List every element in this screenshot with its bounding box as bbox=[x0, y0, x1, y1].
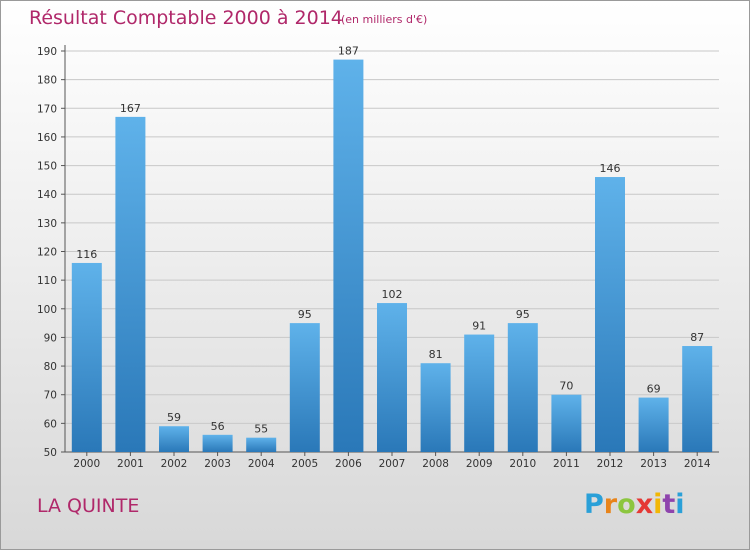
y-tick-label: 50 bbox=[44, 447, 57, 459]
bar-2002[interactable] bbox=[159, 426, 189, 452]
logo-letter: i bbox=[675, 489, 685, 520]
x-tick-labels: 2000 2001 2002 2003 2004 2005 2006 2007 2008 2009… bbox=[73, 452, 711, 470]
x-tick-label: 2011 bbox=[553, 458, 580, 470]
y-tick-label: 120 bbox=[37, 247, 57, 259]
y-tick-labels: 50 60 70 80 90 100 110 120 130 140 150 160 170 180 190 bbox=[37, 46, 57, 459]
data-label: 69 bbox=[647, 383, 661, 396]
data-label: 91 bbox=[472, 320, 486, 333]
logo-letter: o bbox=[617, 489, 636, 520]
data-label: 59 bbox=[167, 411, 181, 424]
x-tick-label: 2005 bbox=[291, 458, 318, 470]
bar-2007[interactable] bbox=[377, 303, 407, 452]
y-tick-label: 100 bbox=[37, 304, 57, 316]
place-name: LA QUINTE bbox=[37, 495, 140, 517]
logo-letter: x bbox=[635, 489, 654, 520]
data-labels: 116 167 59 56 55 95 187 102 81 91 95 70 146 69 87 bbox=[76, 45, 704, 436]
y-tick-label: 70 bbox=[44, 390, 57, 402]
x-tick-label: 2001 bbox=[117, 458, 144, 470]
bar-2000[interactable] bbox=[71, 262, 102, 452]
x-tick-label: 2007 bbox=[379, 458, 406, 470]
y-tick-label: 130 bbox=[37, 218, 57, 230]
data-label: 95 bbox=[298, 308, 312, 321]
data-label: 56 bbox=[211, 420, 225, 433]
bar-2006[interactable] bbox=[333, 59, 364, 452]
chart-title: Résultat Comptable 2000 à 2014 bbox=[29, 7, 343, 29]
logo-letter: t bbox=[662, 489, 676, 520]
bar-2004[interactable] bbox=[246, 437, 277, 452]
x-tick-label: 2009 bbox=[466, 458, 493, 470]
logo-letter: r bbox=[603, 489, 618, 520]
y-tick-label: 110 bbox=[37, 275, 57, 287]
y-tick-label: 60 bbox=[44, 418, 57, 430]
data-label: 187 bbox=[338, 45, 359, 58]
data-label: 102 bbox=[382, 288, 403, 301]
logo-letter: P bbox=[584, 489, 604, 520]
y-tick-label: 80 bbox=[44, 361, 57, 373]
x-tick-label: 2014 bbox=[684, 458, 711, 470]
data-label: 116 bbox=[76, 248, 97, 261]
x-tick-label: 2002 bbox=[161, 458, 188, 470]
bar-2013[interactable] bbox=[638, 397, 669, 452]
data-label: 55 bbox=[254, 423, 268, 436]
x-tick-label: 2003 bbox=[204, 458, 231, 470]
x-tick-label: 2000 bbox=[73, 458, 100, 470]
chart-subtitle: (en milliers d'€) bbox=[341, 13, 428, 26]
bar-2009[interactable] bbox=[464, 334, 495, 452]
bar-2001[interactable] bbox=[115, 116, 146, 452]
x-tick-label: 2010 bbox=[509, 458, 536, 470]
x-tick-label: 2012 bbox=[597, 458, 624, 470]
y-tick-label: 150 bbox=[37, 161, 57, 173]
x-tick-label: 2008 bbox=[422, 458, 449, 470]
y-tick-label: 160 bbox=[37, 132, 57, 144]
bar-2003[interactable] bbox=[202, 434, 233, 452]
bar-2011[interactable] bbox=[551, 394, 582, 452]
data-label: 87 bbox=[690, 331, 704, 344]
data-label: 70 bbox=[559, 380, 573, 393]
data-label: 146 bbox=[600, 162, 621, 175]
proxiti-logo[interactable]: Proxiti bbox=[584, 489, 685, 520]
y-tick-label: 90 bbox=[44, 332, 57, 344]
y-tick-label: 190 bbox=[37, 46, 57, 58]
y-tick-label: 170 bbox=[37, 103, 57, 115]
y-tick-label: 180 bbox=[37, 75, 57, 87]
x-tick-label: 2004 bbox=[248, 458, 275, 470]
x-tick-label: 2006 bbox=[335, 458, 362, 470]
y-tick-label: 140 bbox=[37, 189, 57, 201]
bar-2010[interactable] bbox=[507, 323, 538, 452]
bar-2005[interactable] bbox=[289, 323, 320, 452]
x-tick-label: 2013 bbox=[640, 458, 667, 470]
bar-2014[interactable] bbox=[682, 346, 713, 452]
bar-2008[interactable] bbox=[420, 363, 451, 452]
data-label: 95 bbox=[516, 308, 530, 321]
logo-letter: i bbox=[653, 489, 663, 520]
data-label: 167 bbox=[120, 102, 141, 115]
bar-2012[interactable] bbox=[595, 177, 625, 452]
bars bbox=[71, 59, 713, 452]
data-label: 81 bbox=[429, 348, 443, 361]
